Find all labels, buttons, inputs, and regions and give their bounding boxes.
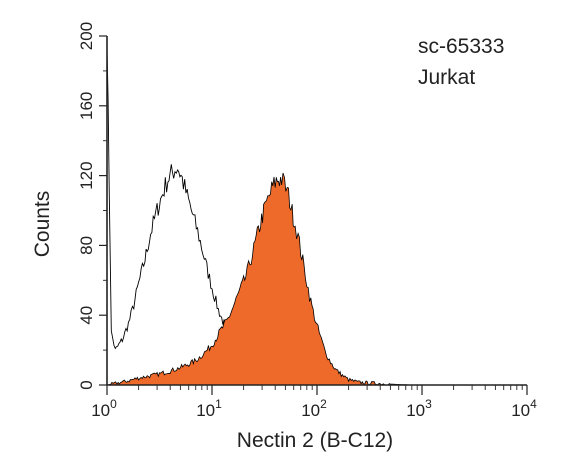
cell-line-label: Jurkat [418, 66, 475, 89]
y-tick-label: 80 [77, 236, 96, 255]
y-tick-label: 160 [77, 92, 96, 120]
histogram-filled-area [106, 172, 412, 386]
antibody-id-label: sc-65333 [418, 35, 504, 58]
x-axis-title: Nectin 2 (B-C12) [237, 429, 393, 452]
y-tick-label: 120 [77, 161, 96, 189]
y-axis-title: Counts [31, 191, 54, 258]
x-tick-label: 104 [511, 397, 537, 420]
x-tick-label: 101 [196, 397, 222, 420]
y-tick-label: 200 [77, 22, 96, 50]
x-tick-label: 102 [301, 397, 327, 420]
x-tick-label: 103 [406, 397, 432, 420]
x-tick-label: 100 [91, 397, 117, 420]
y-tick-label: 40 [77, 306, 96, 325]
y-tick-label: 0 [77, 380, 96, 389]
